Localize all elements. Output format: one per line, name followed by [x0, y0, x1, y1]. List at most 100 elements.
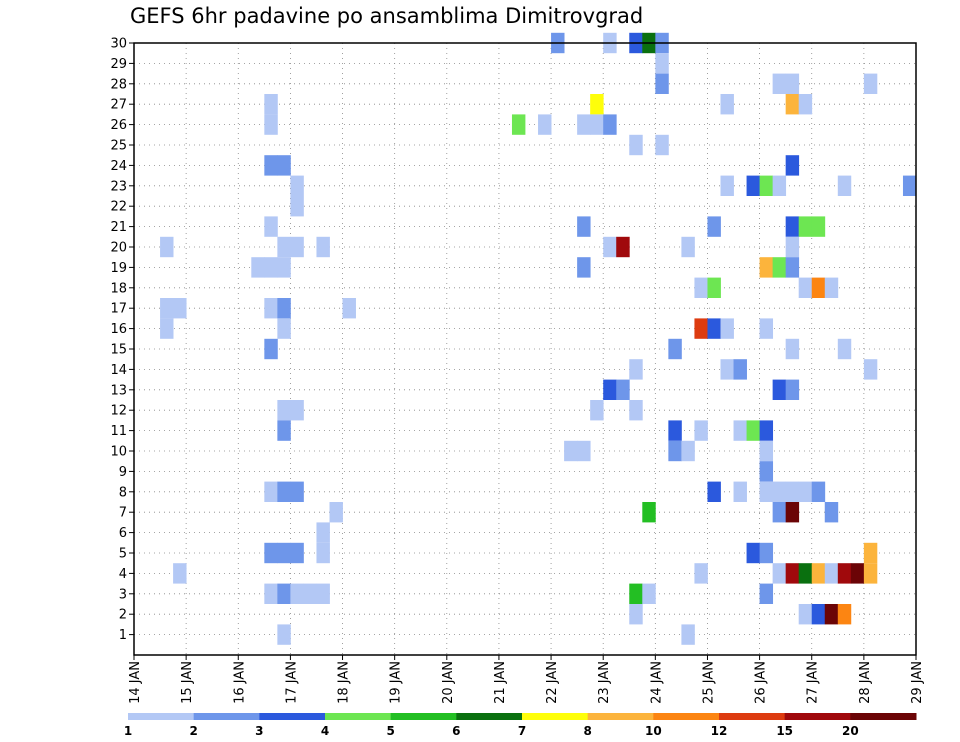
heatmap-cell	[290, 175, 304, 196]
heatmap-cell	[277, 400, 291, 421]
heatmap-cell	[277, 583, 291, 604]
heatmap-cell	[785, 502, 800, 523]
y-axis: 1234567891011121314151617181920212223242…	[110, 37, 134, 643]
y-tick-label: 23	[110, 179, 127, 194]
heatmap-cell	[277, 155, 291, 176]
colorbar-swatch	[587, 713, 654, 720]
heatmap-cell	[759, 440, 774, 462]
heatmap-cell	[160, 298, 174, 319]
heatmap-cell	[772, 481, 787, 502]
colorbar-swatch	[653, 713, 720, 720]
y-tick-label: 25	[110, 139, 127, 154]
x-axis: 14 JAN 15 JAN 16 JAN 17 JAN 18 JAN 19 JAN 20 J…	[128, 655, 925, 704]
heatmap-cell	[811, 481, 826, 502]
heatmap-cell	[837, 604, 852, 625]
heatmap-cell	[824, 563, 839, 584]
heatmap-cell	[290, 583, 304, 604]
y-tick-label: 12	[110, 404, 127, 419]
y-tick-label: 8	[119, 485, 127, 500]
heatmap-cell	[863, 359, 878, 380]
heatmap-cell	[316, 542, 330, 564]
heatmap-cell	[707, 277, 721, 298]
heatmap-cell	[577, 257, 591, 278]
heatmap-cell	[850, 563, 865, 584]
colorbar-label: 2	[189, 724, 197, 738]
heatmap-cell	[329, 502, 343, 523]
colorbar-label: 1	[124, 724, 132, 738]
y-tick-label: 21	[110, 220, 127, 235]
colorbar-label: 15	[776, 724, 793, 738]
y-tick-label: 9	[119, 465, 127, 480]
heatmap-cell	[785, 94, 800, 115]
heatmap-cell	[694, 277, 708, 298]
colorbar-swatch	[850, 713, 917, 720]
y-tick-label: 5	[119, 547, 127, 562]
heatmap-cell	[251, 257, 265, 278]
heatmap-cell	[603, 114, 617, 135]
heatmap-cell	[785, 73, 800, 94]
heatmap-cell	[264, 257, 278, 278]
heatmap-cell	[668, 420, 682, 441]
heatmap-cell	[629, 604, 643, 625]
heatmap-cell	[733, 481, 747, 502]
heatmap-cell	[590, 94, 604, 115]
heatmap-cell	[798, 604, 813, 625]
heatmap-cell	[772, 73, 787, 94]
heatmap-cell	[629, 400, 643, 421]
heatmap-cell	[772, 563, 787, 584]
heatmap-cell	[264, 155, 278, 176]
heatmap-cell	[772, 175, 787, 196]
heatmap-cell	[264, 298, 278, 319]
heatmap-cell	[720, 359, 734, 380]
heatmap-cell	[798, 277, 813, 298]
y-tick-label: 6	[119, 526, 127, 541]
heatmap-cell	[824, 502, 839, 523]
y-tick-label: 18	[110, 281, 127, 296]
heatmap-cell	[264, 216, 278, 237]
colorbar-swatch	[719, 713, 786, 720]
heatmap-cell	[277, 542, 291, 564]
heatmap-cell	[785, 257, 800, 278]
heatmap-cell	[264, 583, 278, 604]
heatmap-cell	[694, 563, 708, 584]
colorbar-swatch	[193, 713, 260, 720]
heatmap-cell	[590, 114, 604, 135]
heatmap-cell	[577, 216, 591, 237]
heatmap-cell	[564, 440, 578, 462]
heatmap-cell	[511, 114, 526, 135]
colorbar-label: 7	[518, 724, 526, 738]
x-tick-label: 26 JAN	[754, 661, 769, 704]
heatmap-cell	[668, 338, 682, 360]
x-tick-label: 23 JAN	[597, 661, 612, 704]
colorbar-swatch	[259, 713, 326, 720]
y-tick-label: 10	[110, 445, 127, 460]
heatmap-cell	[603, 236, 617, 258]
chart-title: GEFS 6hr padavine po ansamblima Dimitrov…	[130, 4, 644, 28]
x-tick-label: 14 JAN	[128, 661, 143, 704]
heatmap-cell	[642, 502, 656, 523]
colorbar-label: 6	[452, 724, 460, 738]
heatmap-cells	[160, 32, 917, 645]
heatmap-cell	[798, 94, 813, 115]
y-tick-label: 29	[110, 57, 127, 72]
heatmap-cell	[746, 175, 760, 196]
heatmap-cell	[316, 583, 330, 604]
colorbar-label: 4	[321, 724, 329, 738]
heatmap-cell	[160, 236, 174, 258]
heatmap-cell	[863, 542, 878, 564]
heatmap-cell	[173, 563, 187, 584]
heatmap-cell	[759, 542, 774, 564]
colorbar-label: 10	[645, 724, 662, 738]
x-tick-label: 29 JAN	[910, 661, 925, 704]
heatmap-cell	[720, 94, 734, 115]
heatmap-cell	[681, 440, 695, 462]
heatmap-cell	[629, 359, 643, 380]
heatmap-cell	[264, 542, 278, 564]
heatmap-cell	[655, 73, 669, 94]
heatmap-cell	[798, 563, 813, 584]
heatmap-cell	[290, 196, 304, 217]
heatmap-cell	[655, 53, 669, 74]
heatmap-cell	[733, 420, 747, 441]
colorbar-swatch	[784, 713, 851, 720]
heatmap-cell	[616, 379, 630, 400]
